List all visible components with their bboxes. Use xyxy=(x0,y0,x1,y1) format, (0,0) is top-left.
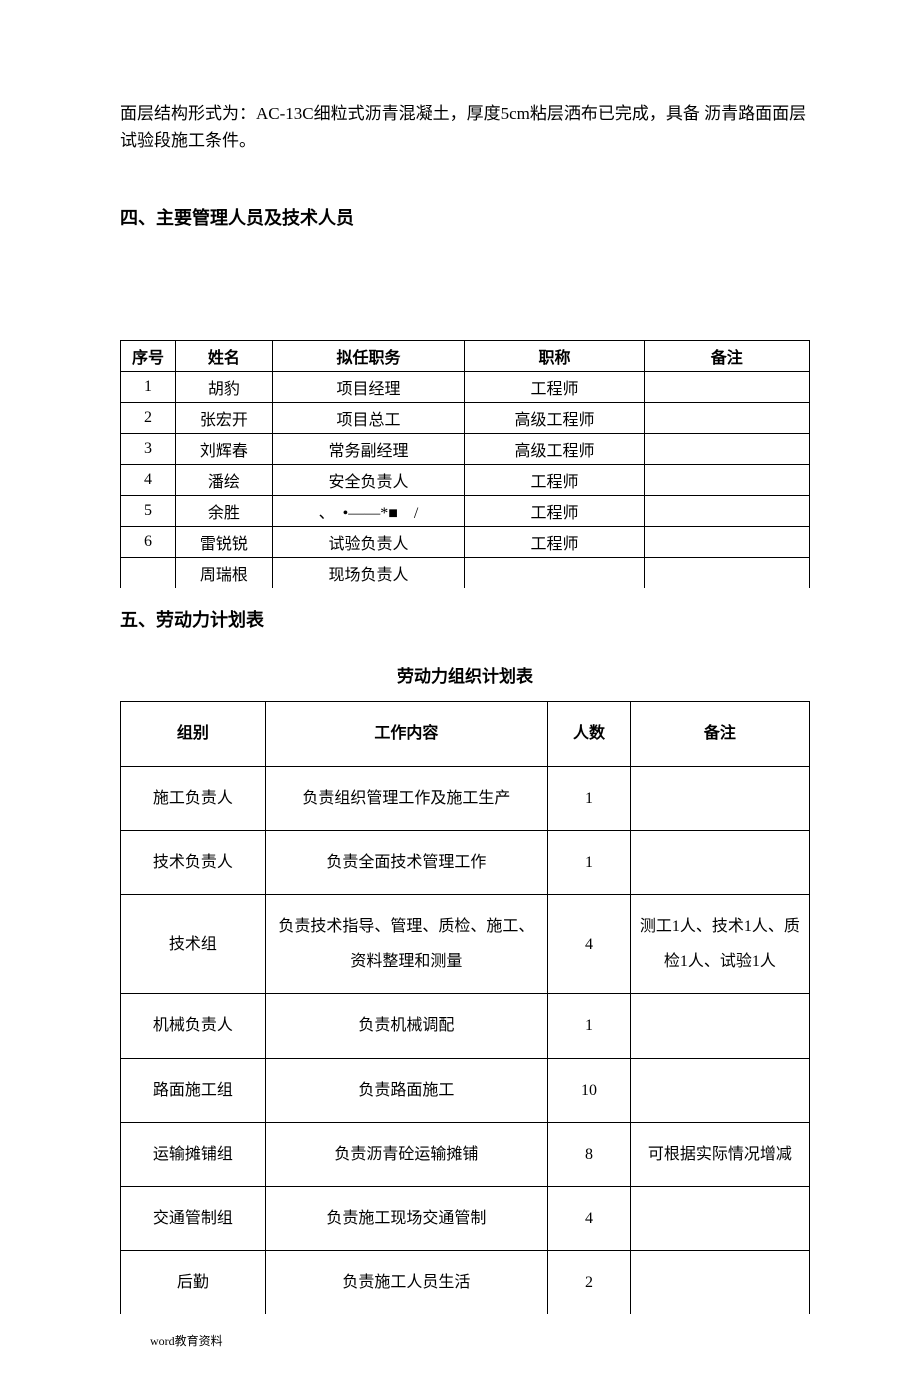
t1-cell xyxy=(644,527,809,558)
table-row: 6 雷锐锐 试验负责人 工程师 xyxy=(121,527,810,558)
table2-title: 劳动力组织计划表 xyxy=(120,662,810,687)
table-row: 后勤 负责施工人员生活 2 xyxy=(121,1251,810,1315)
t2-header-count: 人数 xyxy=(548,702,631,766)
t2-cell: 2 xyxy=(548,1251,631,1315)
t2-cell xyxy=(630,1058,809,1122)
t2-cell: 负责组织管理工作及施工生产 xyxy=(265,766,547,830)
t1-header-name: 姓名 xyxy=(176,341,272,372)
table-row: 机械负责人 负责机械调配 1 xyxy=(121,994,810,1058)
t2-cell xyxy=(630,766,809,830)
t2-cell: 技术组 xyxy=(121,894,266,993)
t1-cell: 工程师 xyxy=(465,372,644,403)
t2-cell: 负责沥青砼运输摊铺 xyxy=(265,1122,547,1186)
t2-cell xyxy=(630,1251,809,1315)
table-row: 施工负责人 负责组织管理工作及施工生产 1 xyxy=(121,766,810,830)
t1-cell: 周瑞根 xyxy=(176,558,272,589)
t2-cell: 路面施工组 xyxy=(121,1058,266,1122)
t2-cell xyxy=(630,1186,809,1250)
table-row: 技术组 负责技术指导、管理、质检、施工、资料整理和测量 4 测工1人、技术1人、… xyxy=(121,894,810,993)
t1-cell: 4 xyxy=(121,465,176,496)
t1-cell: 1 xyxy=(121,372,176,403)
t1-cell: 安全负责人 xyxy=(272,465,465,496)
table-row: 运输摊铺组 负责沥青砼运输摊铺 8 可根据实际情况增减 xyxy=(121,1122,810,1186)
t2-cell: 负责机械调配 xyxy=(265,994,547,1058)
t2-cell xyxy=(630,830,809,894)
labor-plan-table: 组别 工作内容 人数 备注 施工负责人 负责组织管理工作及施工生产 1 技术负责… xyxy=(120,701,810,1314)
t1-cell xyxy=(644,372,809,403)
t2-cell: 10 xyxy=(548,1058,631,1122)
t1-header-seq: 序号 xyxy=(121,341,176,372)
t1-cell: 常务副经理 xyxy=(272,434,465,465)
t1-cell xyxy=(644,558,809,589)
t2-header-work: 工作内容 xyxy=(265,702,547,766)
t2-cell: 机械负责人 xyxy=(121,994,266,1058)
t1-cell: 高级工程师 xyxy=(465,403,644,434)
t1-cell: 刘辉春 xyxy=(176,434,272,465)
table-row: 5 余胜 、 •——*■ / 工程师 xyxy=(121,496,810,527)
t2-cell: 1 xyxy=(548,994,631,1058)
table-row: 技术负责人 负责全面技术管理工作 1 xyxy=(121,830,810,894)
t1-header-note: 备注 xyxy=(644,341,809,372)
t2-cell: 负责路面施工 xyxy=(265,1058,547,1122)
t1-cell xyxy=(644,496,809,527)
t1-cell xyxy=(121,558,176,589)
table-row: 3 刘辉春 常务副经理 高级工程师 xyxy=(121,434,810,465)
t2-cell: 1 xyxy=(548,766,631,830)
t2-cell: 技术负责人 xyxy=(121,830,266,894)
table-row: 交通管制组 负责施工现场交通管制 4 xyxy=(121,1186,810,1250)
t2-cell: 运输摊铺组 xyxy=(121,1122,266,1186)
page-footer: word教育资料 xyxy=(150,1332,810,1349)
t1-cell: 5 xyxy=(121,496,176,527)
t2-cell: 后勤 xyxy=(121,1251,266,1315)
t1-header-position: 拟任职务 xyxy=(272,341,465,372)
t1-cell: 雷锐锐 xyxy=(176,527,272,558)
t2-header-note: 备注 xyxy=(630,702,809,766)
section-4-heading: 四、主要管理人员及技术人员 xyxy=(120,204,810,230)
t1-cell: 6 xyxy=(121,527,176,558)
t1-header-title: 职称 xyxy=(465,341,644,372)
t2-cell: 负责技术指导、管理、质检、施工、资料整理和测量 xyxy=(265,894,547,993)
table-row: 4 潘绘 安全负责人 工程师 xyxy=(121,465,810,496)
t1-cell: 工程师 xyxy=(465,496,644,527)
t1-cell xyxy=(644,434,809,465)
t2-cell: 测工1人、技术1人、质检1人、试验1人 xyxy=(630,894,809,993)
t1-cell xyxy=(465,558,644,589)
t2-cell: 施工负责人 xyxy=(121,766,266,830)
t1-cell: 现场负责人 xyxy=(272,558,465,589)
t2-cell: 负责施工人员生活 xyxy=(265,1251,547,1315)
t2-cell: 交通管制组 xyxy=(121,1186,266,1250)
personnel-table: 序号 姓名 拟任职务 职称 备注 1 胡豹 项目经理 工程师 2 张宏开 项目总… xyxy=(120,340,810,588)
t1-cell xyxy=(644,465,809,496)
intro-paragraph: 面层结构形式为：AC-13C细粒式沥青混凝土，厚度5cm粘层洒布已完成，具备 沥… xyxy=(120,100,810,154)
t1-cell: 胡豹 xyxy=(176,372,272,403)
t2-header-group: 组别 xyxy=(121,702,266,766)
t2-cell: 负责全面技术管理工作 xyxy=(265,830,547,894)
t1-cell: 、 •——*■ / xyxy=(272,496,465,527)
t1-cell: 2 xyxy=(121,403,176,434)
table-row: 周瑞根 现场负责人 xyxy=(121,558,810,589)
t1-cell: 项目总工 xyxy=(272,403,465,434)
t2-cell: 负责施工现场交通管制 xyxy=(265,1186,547,1250)
t1-cell: 3 xyxy=(121,434,176,465)
table-row: 1 胡豹 项目经理 工程师 xyxy=(121,372,810,403)
t2-cell xyxy=(630,994,809,1058)
t1-cell: 项目经理 xyxy=(272,372,465,403)
section-5-heading: 五、劳动力计划表 xyxy=(120,606,810,632)
t2-cell: 4 xyxy=(548,1186,631,1250)
table-row: 2 张宏开 项目总工 高级工程师 xyxy=(121,403,810,434)
table-row: 路面施工组 负责路面施工 10 xyxy=(121,1058,810,1122)
t2-cell: 1 xyxy=(548,830,631,894)
t1-cell: 潘绘 xyxy=(176,465,272,496)
t1-cell: 张宏开 xyxy=(176,403,272,434)
t1-cell: 高级工程师 xyxy=(465,434,644,465)
t1-cell: 试验负责人 xyxy=(272,527,465,558)
t1-cell: 余胜 xyxy=(176,496,272,527)
t2-cell: 4 xyxy=(548,894,631,993)
t2-cell: 可根据实际情况增减 xyxy=(630,1122,809,1186)
t1-cell: 工程师 xyxy=(465,527,644,558)
t1-cell xyxy=(644,403,809,434)
t1-cell: 工程师 xyxy=(465,465,644,496)
t2-cell: 8 xyxy=(548,1122,631,1186)
